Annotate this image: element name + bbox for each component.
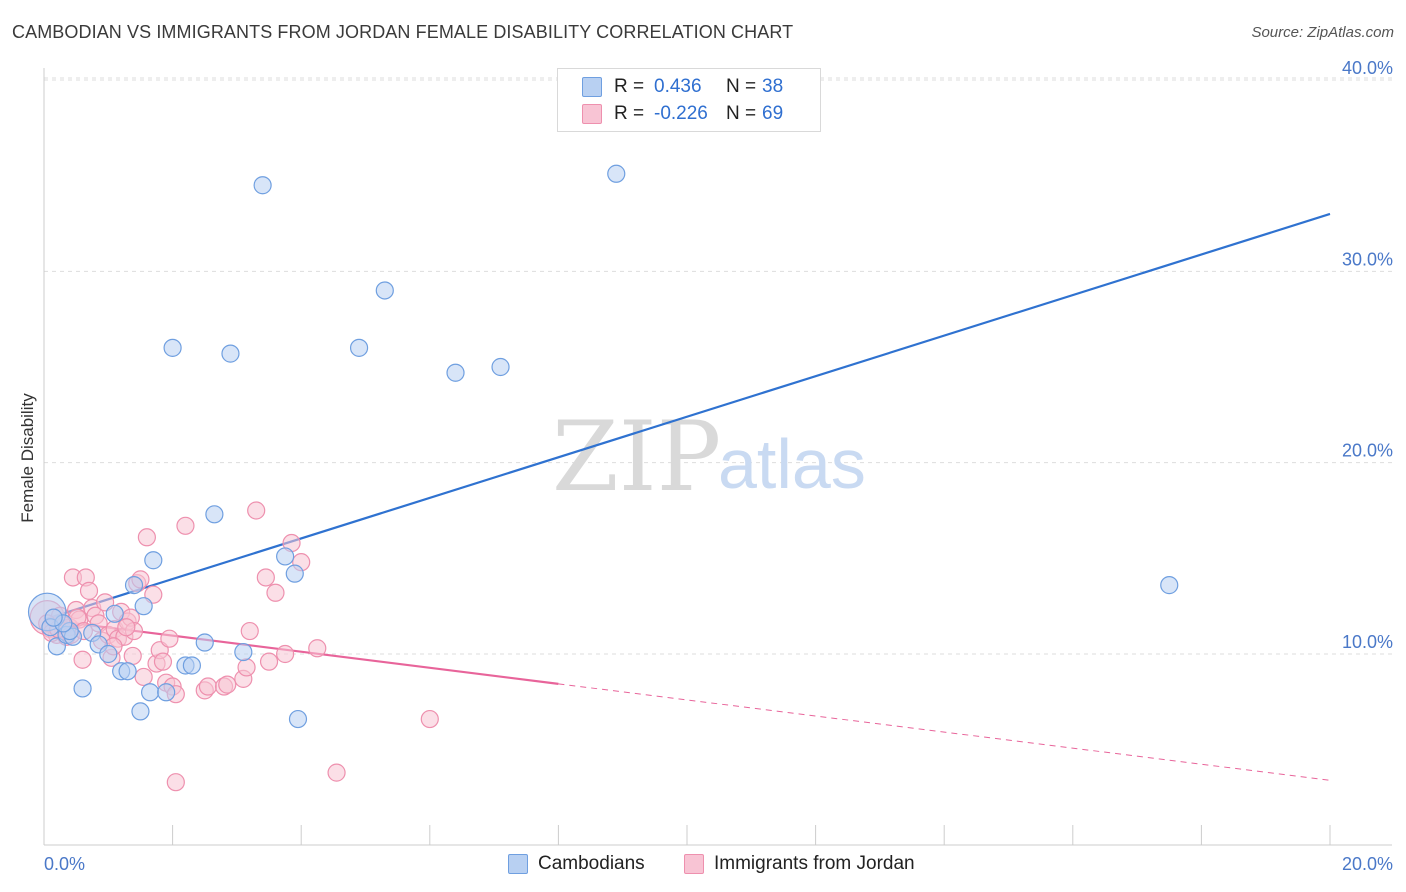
legend-row-jordan: R = -0.226 N = 69	[582, 102, 783, 126]
series-label-jordan: Immigrants from Jordan	[714, 853, 915, 874]
series-swatch-blue	[508, 854, 528, 874]
point-jordan	[247, 501, 266, 520]
point-cambodians	[288, 709, 308, 729]
point-jordan	[308, 639, 327, 658]
legend-swatch-pink	[582, 104, 602, 124]
point-cambodians	[44, 608, 63, 627]
point-jordan	[256, 568, 275, 587]
point-jordan	[79, 581, 99, 600]
point-cambodians	[73, 679, 92, 698]
y-axis-label: Female Disability	[18, 393, 37, 523]
legend-n-label: N =	[726, 76, 757, 97]
point-cambodians	[253, 176, 272, 195]
y-tick-label: 30.0%	[1342, 249, 1393, 269]
point-cambodians	[205, 505, 224, 524]
point-cambodians	[491, 357, 510, 377]
point-cambodians	[105, 604, 124, 623]
point-jordan	[117, 618, 136, 637]
point-jordan	[259, 652, 279, 671]
legend-row-cambodians: R = 0.436 N = 38	[582, 75, 783, 99]
legend-swatch-blue	[582, 77, 602, 97]
watermark: ZIP atlas	[552, 401, 866, 513]
point-jordan	[218, 675, 237, 694]
point-jordan	[176, 516, 195, 535]
watermark-zip: ZIP	[552, 401, 721, 513]
legend-r-label: R =	[614, 103, 645, 124]
point-jordan	[160, 629, 179, 648]
point-cambodians	[375, 281, 394, 300]
point-jordan	[137, 528, 156, 547]
y-tick-label: 40.0%	[1342, 58, 1393, 78]
series-legend-jordan: Immigrants from Jordan	[684, 851, 915, 877]
point-jordan	[153, 652, 173, 671]
point-jordan	[237, 658, 256, 677]
point-cambodians	[607, 164, 626, 183]
x-tick-label: 0.0%	[44, 854, 85, 874]
source-credit: Source: ZipAtlas.com	[1251, 24, 1394, 41]
chart-title: CAMBODIAN VS IMMIGRANTS FROM JORDAN FEMA…	[12, 22, 794, 42]
axis-layer: 10.0% 20.0% 30.0% 40.0% 0.0% 20.0%	[43, 58, 1393, 874]
series-swatch-pink	[684, 854, 704, 874]
point-jordan	[134, 667, 153, 687]
point-cambodians	[99, 644, 118, 664]
point-jordan	[166, 773, 185, 792]
point-cambodians	[234, 642, 253, 662]
legend-r-value: 0.436	[654, 76, 702, 97]
point-jordan	[240, 621, 259, 641]
point-jordan	[123, 646, 142, 666]
point-cambodians	[131, 702, 150, 721]
point-cambodians	[124, 576, 144, 595]
point-cambodians	[163, 338, 182, 357]
point-jordan	[327, 763, 346, 782]
legend-n-label: N =	[726, 103, 757, 124]
point-cambodians	[446, 363, 465, 382]
stats-legend: R = 0.436 N = 38 R = -0.226 N = 69	[557, 68, 821, 132]
point-jordan	[420, 709, 439, 729]
point-cambodians	[144, 551, 163, 570]
grid-layer	[44, 77, 1392, 655]
point-cambodians	[285, 564, 304, 583]
point-cambodians	[195, 633, 214, 652]
watermark-atlas: atlas	[718, 425, 866, 503]
point-cambodians	[349, 338, 369, 357]
point-jordan	[73, 650, 92, 669]
points-layer	[27, 164, 1179, 792]
legend-n-value: 69	[762, 103, 784, 124]
legend-r-label: R =	[614, 76, 645, 97]
point-cambodians	[118, 662, 137, 681]
legend-r-value: -0.226	[654, 103, 708, 124]
legend-n-value: 38	[762, 76, 784, 97]
point-cambodians	[1160, 576, 1179, 595]
point-cambodians	[276, 547, 295, 566]
point-cambodians	[157, 683, 176, 702]
trend-line-jordan-dashed	[558, 683, 1331, 781]
trend-line-cambodians	[43, 212, 1331, 621]
point-cambodians	[134, 597, 153, 616]
y-tick-label: 20.0%	[1342, 441, 1393, 461]
series-legend-cambodians: Cambodians	[508, 851, 645, 877]
point-cambodians	[182, 656, 201, 675]
point-jordan	[276, 644, 295, 664]
point-cambodians	[140, 683, 160, 702]
point-cambodians	[221, 344, 240, 363]
point-jordan	[266, 583, 285, 602]
x-tick-label: 20.0%	[1342, 854, 1393, 874]
y-tick-label: 10.0%	[1342, 632, 1393, 652]
series-label-cambodians: Cambodians	[538, 853, 645, 874]
point-jordan	[198, 677, 218, 696]
